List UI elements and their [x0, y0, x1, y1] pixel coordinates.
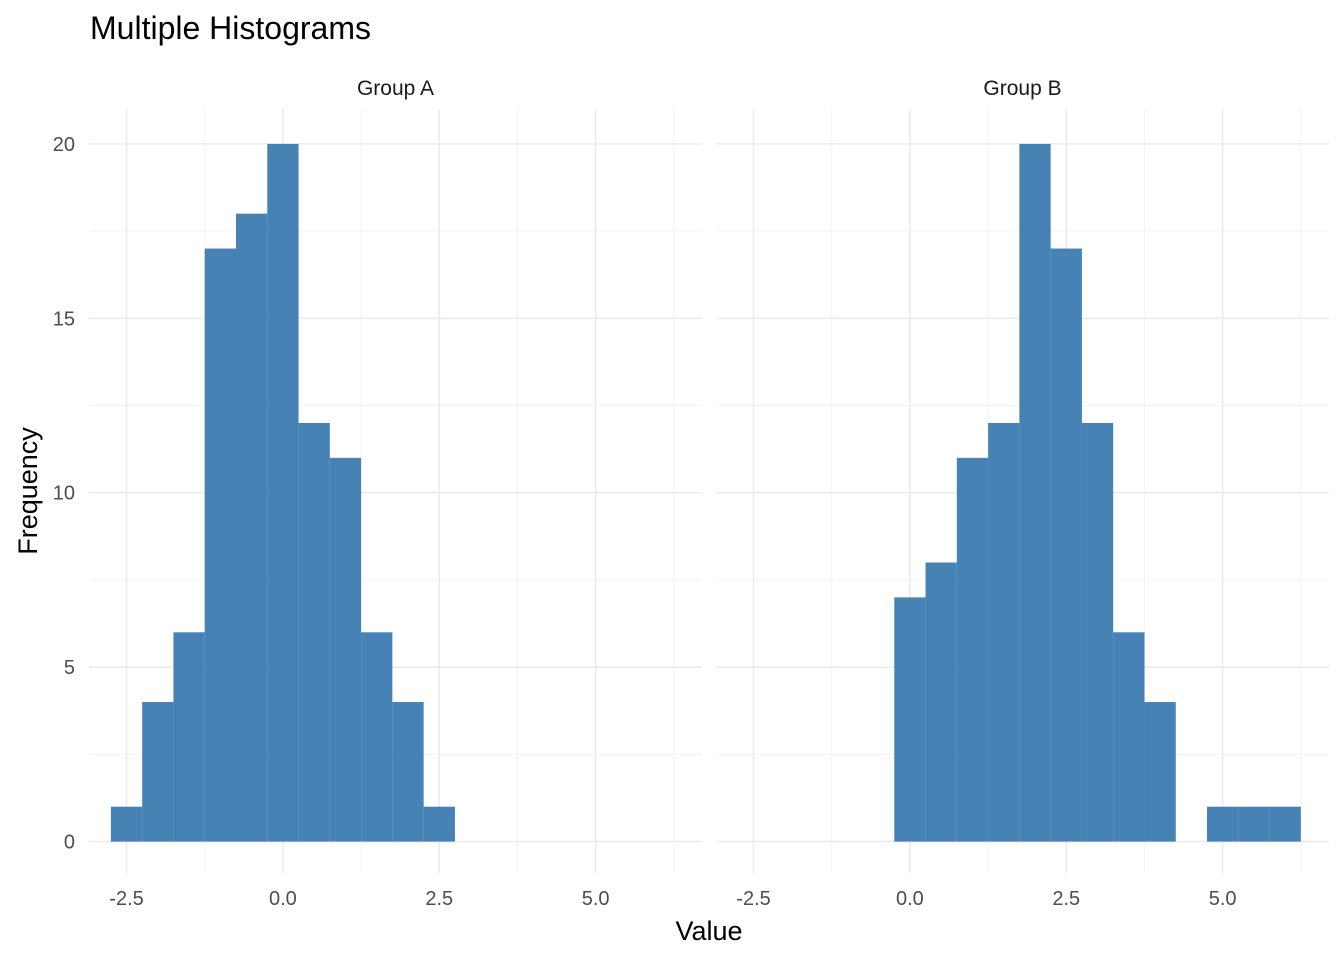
facet-panel-2: Group B -2.5 0.0 2.5 5.0	[716, 77, 1329, 910]
histogram-bar	[235, 213, 268, 842]
y-tick-label: 20	[53, 134, 75, 156]
histogram-bar	[173, 632, 205, 842]
histogram-bar	[361, 632, 393, 842]
y-tick-label: 5	[64, 657, 75, 679]
x-tick-label: 5.0	[1209, 888, 1237, 910]
histogram-bar	[1269, 806, 1301, 842]
facet-panel-1: Group A -2.5 0.0 2.5 5.0 0 5 10 15 20	[53, 77, 702, 910]
histogram-bar	[1019, 143, 1051, 842]
histogram-bar	[110, 806, 143, 842]
histogram-bar	[1113, 632, 1145, 842]
y-axis-title: Frequency	[13, 427, 43, 555]
histogram-bar	[329, 457, 362, 842]
x-tick-label: 5.0	[582, 888, 610, 910]
x-tick-label: 0.0	[269, 888, 297, 910]
facet-panels: Group A -2.5 0.0 2.5 5.0 0 5 10 15 20 Group B -2.5 0…	[53, 77, 1329, 910]
x-tick-label: 2.5	[425, 888, 453, 910]
histogram-bar	[1238, 806, 1270, 842]
x-tick-label: 0.0	[896, 888, 924, 910]
y-tick-label: 0	[64, 832, 75, 854]
histogram-bar	[894, 597, 926, 842]
x-tick-label: 2.5	[1052, 888, 1080, 910]
histogram-bar	[956, 457, 989, 842]
histogram-bar	[267, 143, 299, 842]
chart-title: Multiple Histograms	[90, 10, 371, 46]
histogram-bar	[1144, 702, 1176, 842]
histogram-bar	[204, 248, 236, 842]
histogram-bar	[392, 702, 424, 842]
histogram-bar	[1081, 422, 1114, 842]
histogram-bar	[925, 562, 957, 842]
histogram-bar	[142, 702, 174, 842]
y-tick-label: 15	[53, 308, 75, 330]
histogram-bar	[1207, 806, 1239, 842]
facet-strip-label: Group A	[357, 77, 434, 100]
histogram-bar	[298, 422, 330, 842]
x-tick-label: -2.5	[109, 888, 143, 910]
histogram-bar	[423, 806, 455, 842]
x-axis-title: Value	[675, 916, 742, 946]
y-tick-label: 10	[53, 483, 75, 505]
x-tick-label: -2.5	[736, 888, 770, 910]
histogram-bar	[1050, 248, 1082, 842]
facet-strip-label: Group B	[983, 77, 1061, 100]
histogram-bar	[988, 422, 1020, 842]
